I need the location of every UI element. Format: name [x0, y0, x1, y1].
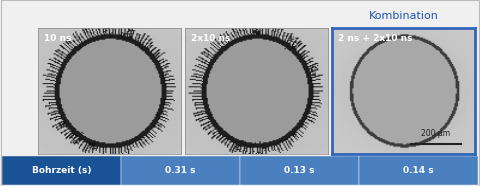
Text: Kombination: Kombination [369, 11, 439, 21]
Text: Bohrzeit (s): Bohrzeit (s) [32, 166, 92, 175]
Text: 10 ns: 10 ns [44, 34, 72, 43]
Text: 200 μm: 200 μm [421, 129, 450, 138]
Text: 2 ns + 2x10 ns: 2 ns + 2x10 ns [338, 34, 412, 43]
Bar [121, 156, 240, 185]
Bar [240, 156, 359, 185]
Text: 0.31 s: 0.31 s [165, 166, 196, 175]
Text: 0.13 s: 0.13 s [284, 166, 315, 175]
Text: 2x10 ns: 2x10 ns [191, 34, 230, 43]
Text: 0.14 s: 0.14 s [403, 166, 433, 175]
Bar [359, 156, 478, 185]
Bar [2, 156, 121, 185]
